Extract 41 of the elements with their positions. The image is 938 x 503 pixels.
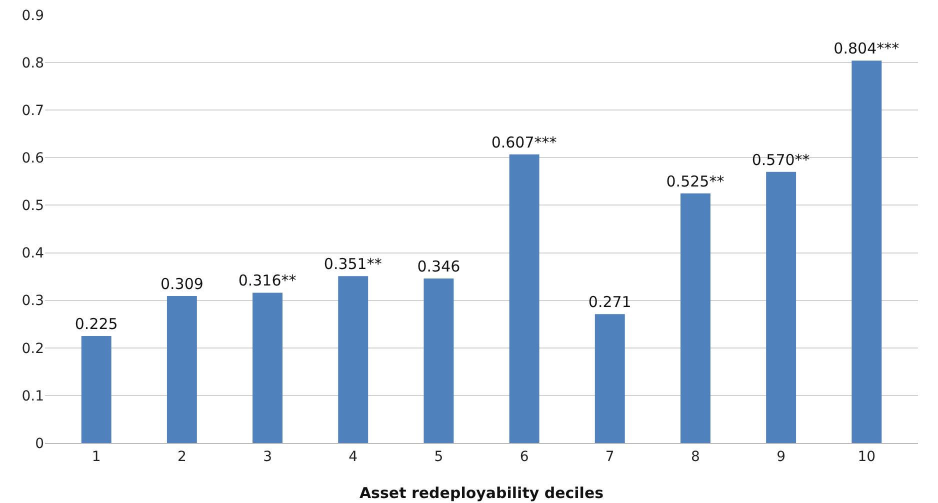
bar [338,276,368,443]
data-label: 0.225 [74,315,118,333]
y-tick-label: 0.7 [22,103,44,120]
data-label: 0.271 [588,293,632,312]
data-label: 0.804*** [834,40,900,58]
bar [766,172,796,443]
x-tick-label: 3 [263,448,272,465]
y-tick-label: 0.3 [22,293,44,310]
x-tick-label: 1 [92,448,101,465]
data-label: 0.346 [417,257,460,276]
x-tick-label: 6 [520,448,529,465]
data-label: 0.570** [752,150,810,169]
bar [852,60,882,443]
x-tick-label: 10 [858,448,876,465]
data-label: 0.309 [160,275,204,294]
y-tick-label: 0.9 [22,8,44,24]
y-tick-label: 0.1 [22,388,44,404]
x-tick-label: 8 [691,448,700,465]
x-tick-label: 4 [348,448,358,465]
y-tick-label: 0.5 [22,198,44,214]
x-tick-label: 7 [605,448,614,465]
bar [594,314,625,443]
y-tick-label: 0.4 [22,246,44,262]
y-tick-label: 0 [35,436,44,452]
x-tick-label: 9 [776,448,786,465]
x-tick-label: 5 [434,448,444,465]
data-label: 0.607*** [491,133,558,152]
x-axis-title: Asset redeployability deciles [359,484,604,502]
y-tick-label: 0.2 [22,340,44,357]
bar [424,278,454,443]
bar [166,296,197,443]
x-tick-label: 2 [177,448,186,465]
bar [509,154,540,443]
bar [252,292,283,443]
y-tick-label: 0.6 [22,150,44,167]
bar [81,336,112,443]
data-label: 0.351** [324,255,382,274]
data-label: 0.316** [238,272,297,290]
data-label: 0.525** [666,172,725,190]
bar [680,193,710,443]
y-tick-label: 0.8 [22,55,44,72]
